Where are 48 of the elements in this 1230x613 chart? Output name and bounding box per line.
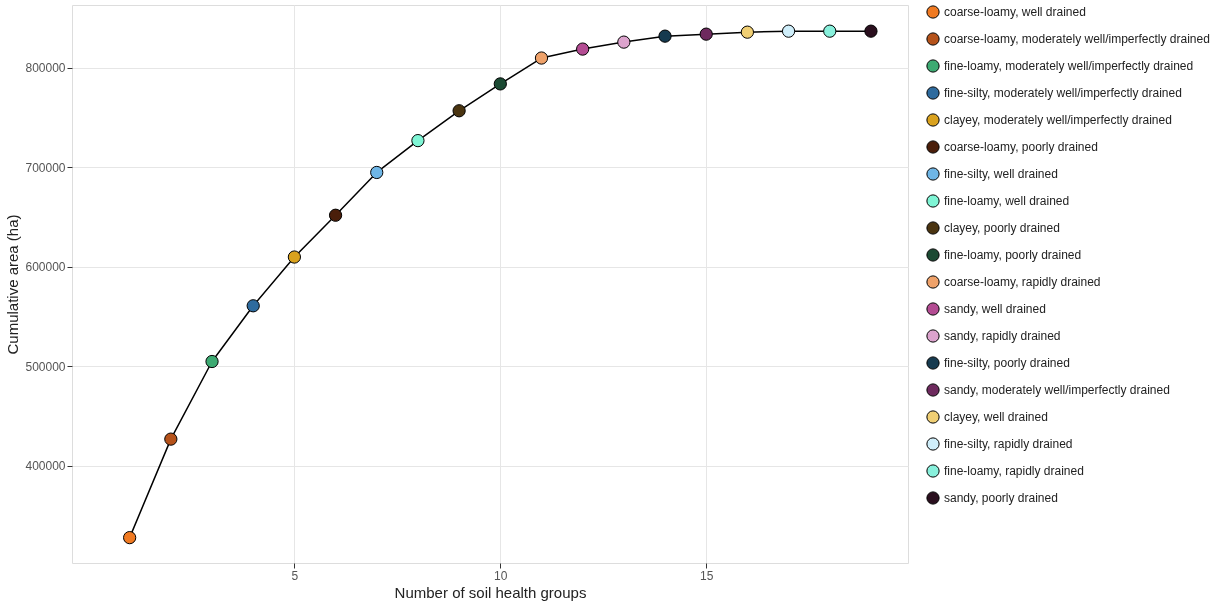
legend-label: fine-loamy, poorly drained	[944, 248, 1082, 262]
point	[123, 531, 137, 545]
point	[823, 24, 837, 38]
legend-label: fine-loamy, rapidly drained	[944, 464, 1084, 478]
point	[205, 354, 219, 369]
legend-label: fine-silty, poorly drained	[944, 356, 1070, 370]
point	[576, 42, 590, 56]
y-axis-title: Cumulative area (ha)	[4, 214, 22, 355]
point	[740, 25, 755, 39]
y-tick-label: 600000	[25, 260, 66, 275]
legend-label: coarse-loamy, rapidly drained	[944, 275, 1101, 289]
x-tick-label: 5	[291, 568, 299, 583]
legend-label: clayey, moderately well/imperfectly drained	[944, 113, 1172, 127]
legend-label: coarse-loamy, well drained	[944, 5, 1086, 19]
x-tick-label: 10	[494, 568, 508, 583]
x-axis-title: Number of soil health groups	[394, 583, 587, 601]
y-tick-label: 500000	[25, 359, 66, 374]
point	[493, 77, 507, 91]
point	[699, 27, 713, 41]
x-tick-label: 15	[700, 568, 714, 583]
point	[534, 51, 549, 65]
legend-label: fine-silty, rapidly drained	[944, 437, 1073, 451]
legend-label: coarse-loamy, poorly drained	[944, 140, 1098, 154]
point	[781, 24, 796, 38]
legend-label: sandy, well drained	[944, 302, 1046, 316]
point	[370, 165, 384, 180]
legend-label: coarse-loamy, moderately well/imperfectly drained	[944, 32, 1210, 46]
legend-label: fine-loamy, well drained	[944, 194, 1070, 208]
legend-label: clayey, poorly drained	[944, 221, 1060, 235]
legend-label: fine-silty, well drained	[944, 167, 1058, 181]
point	[617, 35, 631, 49]
legend-label: fine-silty, moderately well/imperfectly drained	[944, 86, 1182, 100]
legend-label: fine-loamy, moderately well/imperfectly drained	[944, 59, 1194, 73]
point	[328, 208, 343, 222]
point	[164, 432, 178, 446]
point	[658, 29, 672, 43]
point	[246, 299, 260, 313]
legend-label: sandy, rapidly drained	[944, 329, 1061, 343]
point	[452, 104, 466, 118]
y-tick-label: 400000	[25, 459, 66, 474]
legend-label: sandy, moderately well/imperfectly drained	[944, 383, 1170, 397]
point	[864, 24, 878, 38]
y-tick-label: 700000	[25, 160, 66, 175]
y-tick-label: 800000	[25, 61, 66, 76]
legend-label: clayey, well drained	[944, 410, 1048, 424]
legend-label: sandy, poorly drained	[944, 491, 1058, 505]
point	[287, 250, 302, 264]
point	[411, 134, 425, 148]
